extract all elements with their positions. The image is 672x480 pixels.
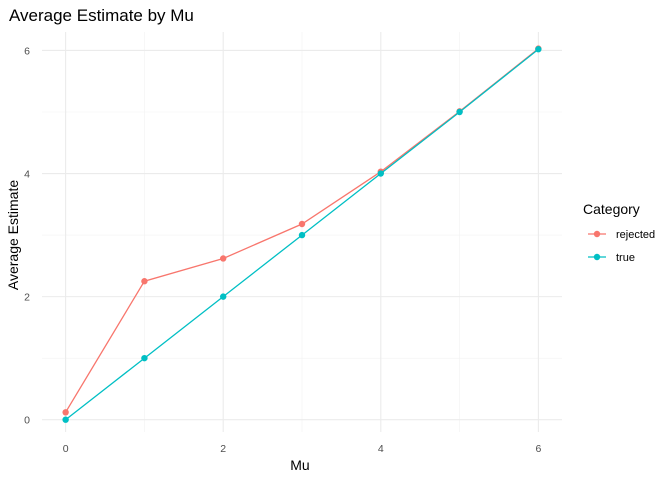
x-tick-label: 2 (220, 443, 226, 455)
data-point-true (535, 46, 542, 53)
legend: Category rejected true (583, 201, 655, 264)
legend-key-point-true (593, 253, 601, 261)
data-point-rejected (141, 278, 148, 285)
series-true (62, 46, 542, 423)
legend-label-rejected: rejected (616, 229, 655, 241)
y-tick-label: 2 (24, 292, 30, 304)
legend-key-point-rejected (593, 230, 601, 238)
data-point-true (298, 231, 306, 239)
data-point-true (377, 170, 384, 177)
x-tick-label: 4 (378, 443, 384, 455)
data-point-true (141, 354, 148, 362)
y-tick-label: 6 (24, 45, 30, 57)
chart-title: Average Estimate by Mu (9, 6, 194, 25)
series-layer (62, 45, 542, 423)
legend-label-true: true (616, 252, 635, 264)
major-gridlines (42, 32, 562, 432)
data-point-true (62, 416, 69, 423)
legend-title: Category (583, 201, 640, 217)
x-tick-labels: 0 2 4 6 (63, 443, 542, 455)
data-point-rejected (62, 409, 69, 416)
data-point-true (220, 293, 227, 300)
data-point-rejected (298, 220, 306, 228)
x-tick-label: 6 (535, 443, 541, 455)
x-axis-title: Mu (290, 457, 309, 473)
data-point-true (456, 108, 463, 116)
y-axis-title: Average Estimate (5, 180, 21, 290)
y-tick-label: 4 (24, 169, 30, 181)
y-tick-label: 0 (24, 415, 30, 427)
data-point-rejected (220, 255, 227, 262)
x-tick-label: 0 (63, 443, 69, 455)
y-tick-labels: 0 2 4 6 (24, 45, 30, 426)
